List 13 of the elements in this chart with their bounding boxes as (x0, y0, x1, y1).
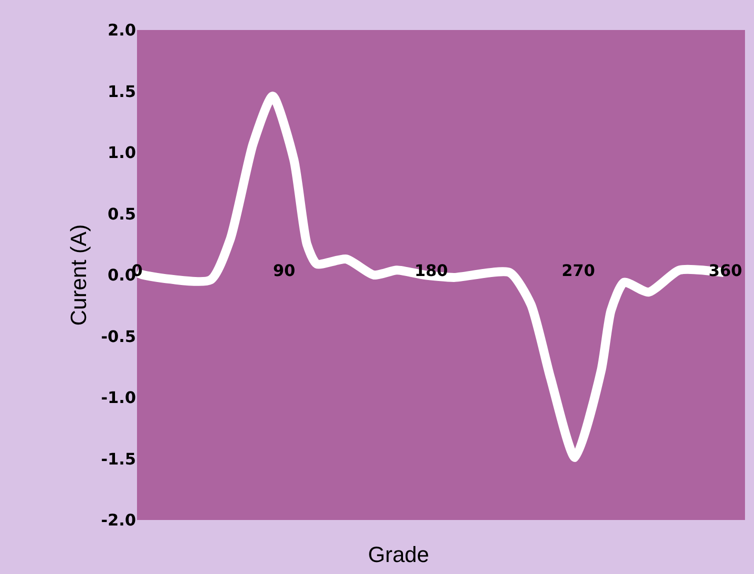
y-tick-label: -1.0 (101, 388, 136, 408)
y-tick-label: -2.0 (101, 510, 136, 530)
x-tick-label: 270 (562, 261, 595, 280)
y-axis-title: Curent (A) (66, 224, 91, 326)
x-axis-title: Grade (368, 542, 430, 567)
y-tick-label: -0.5 (101, 326, 136, 346)
x-tick-label: 90 (272, 261, 296, 280)
x-tick-label: 180 (414, 261, 448, 280)
y-tick-label: 2.0 (108, 20, 136, 40)
y-tick-label: 1.5 (108, 82, 136, 101)
y-tick-label: 1.0 (108, 143, 136, 162)
y-tick-label: 0.5 (108, 204, 136, 224)
y-tick-label: -1.5 (101, 449, 136, 468)
